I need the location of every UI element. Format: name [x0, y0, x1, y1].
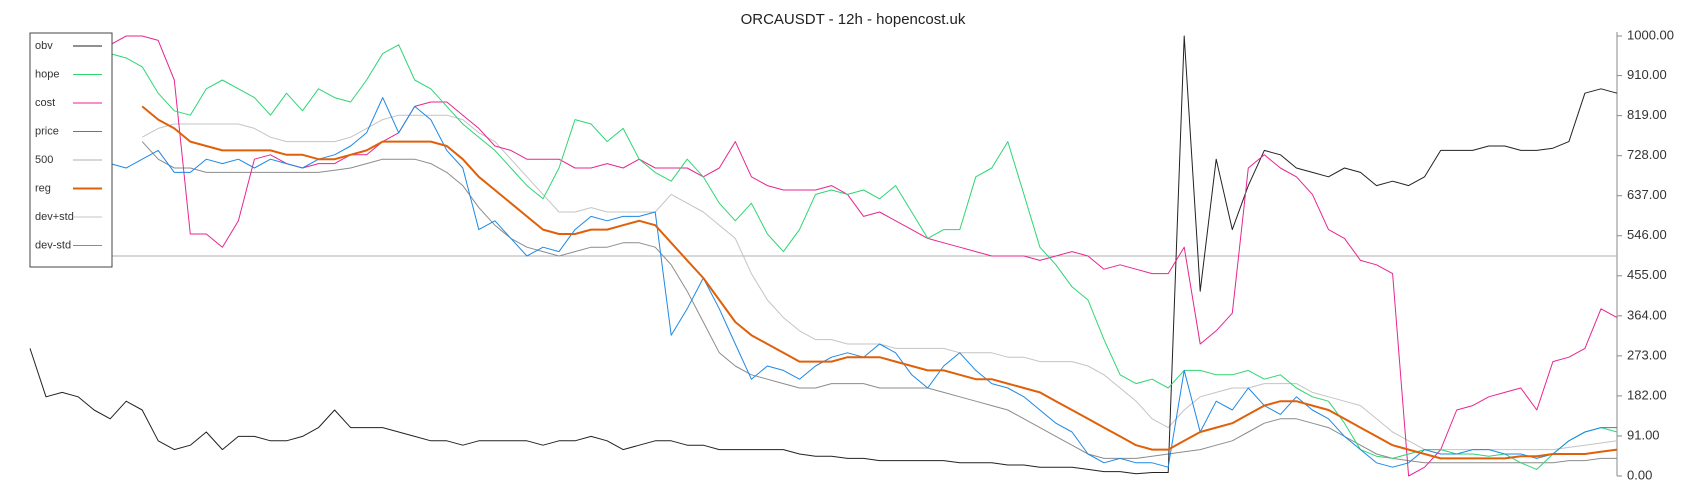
series-line	[110, 44, 1618, 470]
y-tick-label: 364.00	[1627, 307, 1667, 322]
y-tick-label: 1000.00	[1627, 27, 1674, 42]
series-line	[141, 105, 1618, 460]
y-tick-label: 455.00	[1627, 267, 1667, 282]
chart-title: ORCAUSDT - 12h - hopencost.uk	[741, 11, 966, 28]
legend-label: hope	[35, 68, 59, 80]
legend-label: price	[35, 125, 59, 137]
legend-label: reg	[35, 182, 51, 194]
legend-label: dev-std	[35, 239, 71, 251]
y-tick-label: 182.00	[1627, 387, 1667, 402]
legend: obv hope cost price 500 reg dev+std dev-std	[29, 32, 113, 268]
y-tick-label: 546.00	[1627, 227, 1667, 242]
y-tick-label: 91.00	[1627, 427, 1660, 442]
series-line	[141, 141, 1617, 464]
y-tick-label: 0.00	[1627, 467, 1652, 482]
legend-label: cost	[35, 97, 55, 109]
y-tick-label: 637.00	[1627, 187, 1667, 202]
legend-label: 500	[35, 154, 53, 166]
legend-label: dev+std	[35, 211, 74, 223]
legend-label: obv	[35, 40, 53, 52]
y-tick-label: 728.00	[1627, 147, 1667, 162]
legend-box	[29, 32, 113, 268]
series-line	[29, 35, 1618, 475]
y-tick-label: 819.00	[1627, 107, 1667, 122]
y-tick-label: 910.00	[1627, 67, 1667, 82]
y-tick-label: 273.00	[1627, 347, 1667, 362]
series-line	[109, 35, 1618, 477]
